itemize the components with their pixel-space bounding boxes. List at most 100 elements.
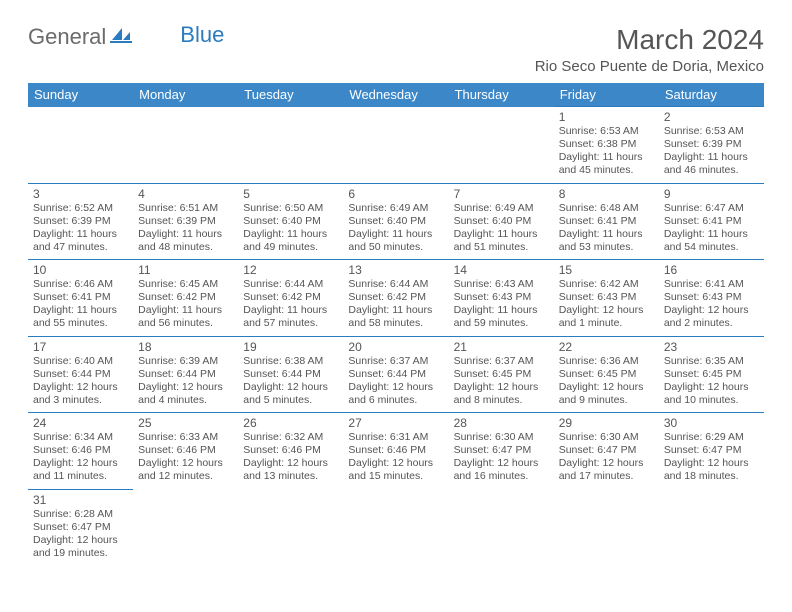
calendar-body: 1Sunrise: 6:53 AMSunset: 6:38 PMDaylight… bbox=[28, 107, 764, 566]
day-info: Sunrise: 6:33 AMSunset: 6:46 PMDaylight:… bbox=[138, 431, 233, 484]
logo-text-blue: Blue bbox=[180, 22, 224, 48]
day-info: Sunrise: 6:47 AMSunset: 6:41 PMDaylight:… bbox=[664, 202, 759, 255]
day-info: Sunrise: 6:36 AMSunset: 6:45 PMDaylight:… bbox=[559, 355, 654, 408]
calendar-cell bbox=[238, 107, 343, 184]
calendar-cell: 19Sunrise: 6:38 AMSunset: 6:44 PMDayligh… bbox=[238, 336, 343, 413]
day-info: Sunrise: 6:39 AMSunset: 6:44 PMDaylight:… bbox=[138, 355, 233, 408]
calendar-cell: 25Sunrise: 6:33 AMSunset: 6:46 PMDayligh… bbox=[133, 413, 238, 490]
day-header: Tuesday bbox=[238, 83, 343, 107]
calendar-cell: 10Sunrise: 6:46 AMSunset: 6:41 PMDayligh… bbox=[28, 260, 133, 337]
calendar-week-row: 3Sunrise: 6:52 AMSunset: 6:39 PMDaylight… bbox=[28, 183, 764, 260]
day-info: Sunrise: 6:38 AMSunset: 6:44 PMDaylight:… bbox=[243, 355, 338, 408]
day-number: 14 bbox=[454, 263, 549, 277]
calendar-cell: 31Sunrise: 6:28 AMSunset: 6:47 PMDayligh… bbox=[28, 489, 133, 565]
day-number: 15 bbox=[559, 263, 654, 277]
day-number: 5 bbox=[243, 187, 338, 201]
calendar-cell: 24Sunrise: 6:34 AMSunset: 6:46 PMDayligh… bbox=[28, 413, 133, 490]
day-number: 8 bbox=[559, 187, 654, 201]
day-number: 30 bbox=[664, 416, 759, 430]
day-number: 27 bbox=[348, 416, 443, 430]
calendar-cell: 22Sunrise: 6:36 AMSunset: 6:45 PMDayligh… bbox=[554, 336, 659, 413]
day-info: Sunrise: 6:35 AMSunset: 6:45 PMDaylight:… bbox=[664, 355, 759, 408]
calendar-cell bbox=[343, 107, 448, 184]
day-number: 10 bbox=[33, 263, 128, 277]
day-header: Sunday bbox=[28, 83, 133, 107]
calendar-cell: 3Sunrise: 6:52 AMSunset: 6:39 PMDaylight… bbox=[28, 183, 133, 260]
day-number: 1 bbox=[559, 110, 654, 124]
day-info: Sunrise: 6:48 AMSunset: 6:41 PMDaylight:… bbox=[559, 202, 654, 255]
day-info: Sunrise: 6:32 AMSunset: 6:46 PMDaylight:… bbox=[243, 431, 338, 484]
day-number: 12 bbox=[243, 263, 338, 277]
calendar-cell: 15Sunrise: 6:42 AMSunset: 6:43 PMDayligh… bbox=[554, 260, 659, 337]
calendar-cell: 11Sunrise: 6:45 AMSunset: 6:42 PMDayligh… bbox=[133, 260, 238, 337]
day-info: Sunrise: 6:30 AMSunset: 6:47 PMDaylight:… bbox=[454, 431, 549, 484]
calendar-cell: 30Sunrise: 6:29 AMSunset: 6:47 PMDayligh… bbox=[659, 413, 764, 490]
day-info: Sunrise: 6:52 AMSunset: 6:39 PMDaylight:… bbox=[33, 202, 128, 255]
calendar-week-row: 24Sunrise: 6:34 AMSunset: 6:46 PMDayligh… bbox=[28, 413, 764, 490]
day-info: Sunrise: 6:30 AMSunset: 6:47 PMDaylight:… bbox=[559, 431, 654, 484]
day-number: 3 bbox=[33, 187, 128, 201]
day-header: Saturday bbox=[659, 83, 764, 107]
calendar-cell bbox=[238, 489, 343, 565]
day-number: 22 bbox=[559, 340, 654, 354]
calendar-cell: 18Sunrise: 6:39 AMSunset: 6:44 PMDayligh… bbox=[133, 336, 238, 413]
calendar-cell: 29Sunrise: 6:30 AMSunset: 6:47 PMDayligh… bbox=[554, 413, 659, 490]
calendar-cell: 7Sunrise: 6:49 AMSunset: 6:40 PMDaylight… bbox=[449, 183, 554, 260]
day-header: Wednesday bbox=[343, 83, 448, 107]
day-number: 21 bbox=[454, 340, 549, 354]
calendar-cell bbox=[554, 489, 659, 565]
calendar-cell: 16Sunrise: 6:41 AMSunset: 6:43 PMDayligh… bbox=[659, 260, 764, 337]
day-info: Sunrise: 6:43 AMSunset: 6:43 PMDaylight:… bbox=[454, 278, 549, 331]
day-info: Sunrise: 6:34 AMSunset: 6:46 PMDaylight:… bbox=[33, 431, 128, 484]
calendar-cell: 26Sunrise: 6:32 AMSunset: 6:46 PMDayligh… bbox=[238, 413, 343, 490]
day-number: 13 bbox=[348, 263, 443, 277]
calendar-cell bbox=[659, 489, 764, 565]
day-number: 23 bbox=[664, 340, 759, 354]
day-info: Sunrise: 6:28 AMSunset: 6:47 PMDaylight:… bbox=[33, 508, 128, 561]
day-info: Sunrise: 6:42 AMSunset: 6:43 PMDaylight:… bbox=[559, 278, 654, 331]
calendar-cell: 23Sunrise: 6:35 AMSunset: 6:45 PMDayligh… bbox=[659, 336, 764, 413]
day-info: Sunrise: 6:44 AMSunset: 6:42 PMDaylight:… bbox=[348, 278, 443, 331]
calendar-cell: 27Sunrise: 6:31 AMSunset: 6:46 PMDayligh… bbox=[343, 413, 448, 490]
day-info: Sunrise: 6:40 AMSunset: 6:44 PMDaylight:… bbox=[33, 355, 128, 408]
calendar-cell bbox=[28, 107, 133, 184]
day-info: Sunrise: 6:53 AMSunset: 6:38 PMDaylight:… bbox=[559, 125, 654, 178]
location-subtitle: Rio Seco Puente de Doria, Mexico bbox=[535, 58, 764, 75]
day-info: Sunrise: 6:53 AMSunset: 6:39 PMDaylight:… bbox=[664, 125, 759, 178]
sail-icon bbox=[110, 24, 132, 50]
calendar-cell: 14Sunrise: 6:43 AMSunset: 6:43 PMDayligh… bbox=[449, 260, 554, 337]
day-number: 24 bbox=[33, 416, 128, 430]
day-info: Sunrise: 6:49 AMSunset: 6:40 PMDaylight:… bbox=[454, 202, 549, 255]
day-number: 28 bbox=[454, 416, 549, 430]
calendar-week-row: 31Sunrise: 6:28 AMSunset: 6:47 PMDayligh… bbox=[28, 489, 764, 565]
day-number: 16 bbox=[664, 263, 759, 277]
day-number: 26 bbox=[243, 416, 338, 430]
day-number: 25 bbox=[138, 416, 233, 430]
day-number: 7 bbox=[454, 187, 549, 201]
day-info: Sunrise: 6:46 AMSunset: 6:41 PMDaylight:… bbox=[33, 278, 128, 331]
title-block: March 2024 Rio Seco Puente de Doria, Mex… bbox=[535, 24, 764, 75]
calendar-cell bbox=[449, 489, 554, 565]
day-number: 6 bbox=[348, 187, 443, 201]
calendar-cell: 12Sunrise: 6:44 AMSunset: 6:42 PMDayligh… bbox=[238, 260, 343, 337]
calendar-cell: 9Sunrise: 6:47 AMSunset: 6:41 PMDaylight… bbox=[659, 183, 764, 260]
day-number: 18 bbox=[138, 340, 233, 354]
day-header: Monday bbox=[133, 83, 238, 107]
day-number: 20 bbox=[348, 340, 443, 354]
day-info: Sunrise: 6:45 AMSunset: 6:42 PMDaylight:… bbox=[138, 278, 233, 331]
day-number: 9 bbox=[664, 187, 759, 201]
logo: General Blue bbox=[28, 24, 224, 50]
day-info: Sunrise: 6:37 AMSunset: 6:45 PMDaylight:… bbox=[454, 355, 549, 408]
calendar-table: SundayMondayTuesdayWednesdayThursdayFrid… bbox=[28, 83, 764, 565]
day-header: Thursday bbox=[449, 83, 554, 107]
day-info: Sunrise: 6:50 AMSunset: 6:40 PMDaylight:… bbox=[243, 202, 338, 255]
page-title: March 2024 bbox=[535, 24, 764, 56]
calendar-cell: 8Sunrise: 6:48 AMSunset: 6:41 PMDaylight… bbox=[554, 183, 659, 260]
day-info: Sunrise: 6:29 AMSunset: 6:47 PMDaylight:… bbox=[664, 431, 759, 484]
calendar-week-row: 17Sunrise: 6:40 AMSunset: 6:44 PMDayligh… bbox=[28, 336, 764, 413]
day-number: 19 bbox=[243, 340, 338, 354]
day-info: Sunrise: 6:41 AMSunset: 6:43 PMDaylight:… bbox=[664, 278, 759, 331]
day-info: Sunrise: 6:49 AMSunset: 6:40 PMDaylight:… bbox=[348, 202, 443, 255]
calendar-week-row: 10Sunrise: 6:46 AMSunset: 6:41 PMDayligh… bbox=[28, 260, 764, 337]
calendar-cell: 1Sunrise: 6:53 AMSunset: 6:38 PMDaylight… bbox=[554, 107, 659, 184]
